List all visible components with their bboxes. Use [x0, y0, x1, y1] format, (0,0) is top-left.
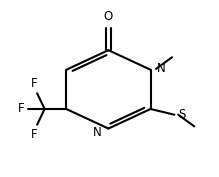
Text: F: F: [31, 128, 38, 141]
Text: N: N: [157, 62, 166, 75]
Text: F: F: [31, 77, 38, 90]
Text: S: S: [178, 108, 186, 121]
Text: O: O: [104, 10, 113, 23]
Text: N: N: [93, 125, 102, 139]
Text: F: F: [18, 102, 25, 115]
